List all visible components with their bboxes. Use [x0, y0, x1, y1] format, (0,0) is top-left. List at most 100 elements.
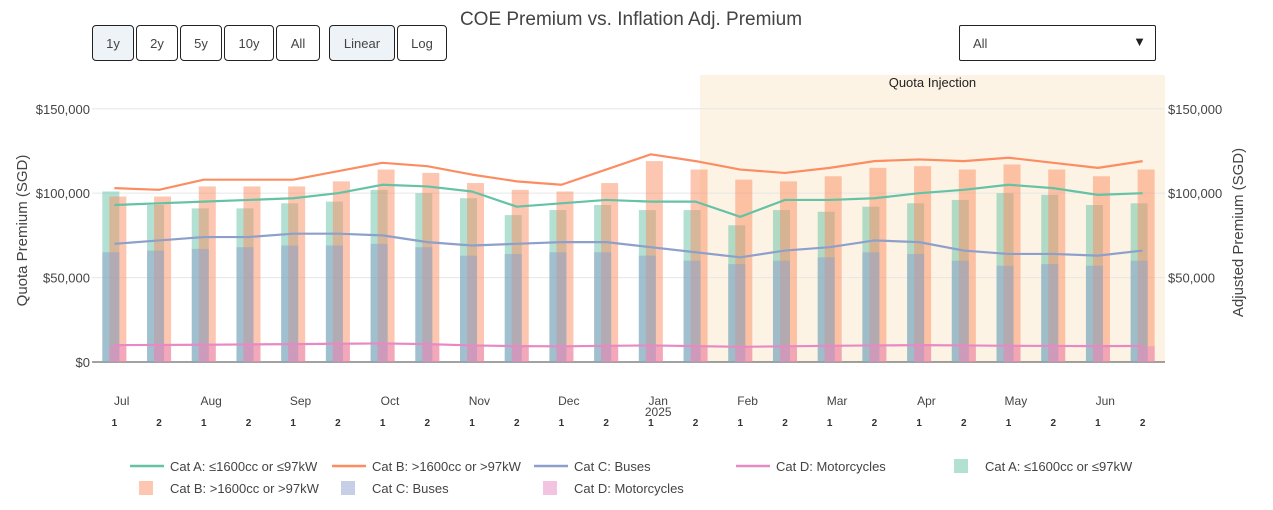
- x-bid-label: 1: [648, 418, 654, 429]
- y2-tick-label: $150,000: [1168, 102, 1222, 117]
- y2-tick-label: $100,000: [1168, 186, 1222, 201]
- bar-2-14: [728, 264, 746, 362]
- bar-3-0: [109, 345, 127, 362]
- bar-3-13: [690, 346, 708, 362]
- bar-3-2: [198, 345, 216, 362]
- bar-3-21: [1048, 346, 1066, 362]
- x-bid-label: 2: [961, 418, 967, 429]
- bar-3-15: [779, 346, 797, 362]
- bar-3-5: [332, 344, 350, 362]
- range-5y-button[interactable]: 5y: [180, 25, 222, 61]
- y-tick-label: $100,000: [36, 186, 90, 201]
- x-bid-label: 1: [112, 418, 118, 429]
- legend-swatch-bar: [954, 459, 968, 473]
- x-bid-label: 2: [425, 418, 431, 429]
- bar-2-12: [638, 255, 656, 362]
- y2-axis-title: Adjusted Premium (SGD): [1230, 148, 1247, 317]
- scale-linear-button[interactable]: Linear: [329, 25, 395, 61]
- bar-3-11: [601, 346, 619, 362]
- bar-3-12: [645, 346, 663, 362]
- category-dropdown[interactable]: All ▼: [959, 25, 1156, 61]
- bar-2-15: [772, 260, 790, 362]
- bar-2-19: [951, 260, 969, 362]
- bar-2-23: [1130, 260, 1148, 362]
- x-month-label: Jun: [1096, 394, 1115, 408]
- bar-2-5: [325, 245, 343, 362]
- legend-label: Cat B: >1600cc or >97kW: [170, 481, 320, 496]
- legend-label: Cat A: ≤1600cc or ≤97kW: [170, 459, 318, 474]
- x-month-label: Oct: [381, 394, 400, 408]
- bar-3-20: [1003, 346, 1021, 362]
- bar-2-3: [236, 247, 254, 362]
- x-month-label: Mar: [827, 394, 848, 408]
- legend-label: Cat A: ≤1600cc or ≤97kW: [985, 459, 1133, 474]
- bar-2-20: [996, 265, 1014, 362]
- range-1y-button[interactable]: 1y: [92, 25, 134, 61]
- bar-3-1: [154, 345, 172, 362]
- legend-label: Cat B: >1600cc or >97kW: [372, 459, 522, 474]
- bar-2-11: [594, 252, 612, 362]
- range-2y-button[interactable]: 2y: [136, 25, 178, 61]
- x-month-label: Feb: [737, 394, 758, 408]
- x-bid-label: 2: [156, 418, 162, 429]
- x-bid-label: 1: [916, 418, 922, 429]
- x-bid-label: 2: [335, 418, 341, 429]
- x-bid-label: 2: [1050, 418, 1056, 429]
- bar-2-0: [102, 252, 120, 362]
- x-month-label: Dec: [558, 394, 579, 408]
- bar-3-10: [556, 346, 574, 362]
- x-month-label: Nov: [469, 394, 490, 408]
- bar-2-4: [281, 245, 299, 362]
- bar-2-1: [147, 250, 165, 362]
- line-series-3: [114, 342, 1143, 348]
- range-all-button[interactable]: All: [276, 25, 320, 61]
- x-month-label: Jan: [649, 394, 668, 408]
- bar-3-7: [422, 344, 440, 362]
- x-month-label: May: [1005, 394, 1028, 408]
- x-bid-label: 2: [872, 418, 878, 429]
- y-tick-label: $50,000: [43, 271, 90, 286]
- bar-3-6: [377, 344, 395, 362]
- x-year-label: 2025: [645, 405, 672, 419]
- x-month-label: Jul: [114, 394, 129, 408]
- legend-swatch-bar: [139, 481, 153, 495]
- x-bid-label: 2: [782, 418, 788, 429]
- bar-3-16: [824, 346, 842, 362]
- bar-2-21: [1041, 264, 1059, 362]
- x-bid-label: 2: [693, 418, 699, 429]
- scale-log-button[interactable]: Log: [397, 25, 447, 61]
- range-10y-button[interactable]: 10y: [224, 25, 274, 61]
- bar-3-4: [288, 345, 306, 362]
- x-bid-label: 1: [1095, 418, 1101, 429]
- bar-2-10: [549, 252, 567, 362]
- bar-3-3: [243, 345, 261, 362]
- bar-2-13: [683, 260, 701, 362]
- bar-3-22: [1092, 346, 1110, 362]
- bar-3-17: [869, 345, 887, 362]
- bar-2-22: [1085, 265, 1103, 362]
- x-bid-label: 1: [827, 418, 833, 429]
- chart-title: COE Premium vs. Inflation Adj. Premium: [459, 9, 803, 30]
- bar-2-6: [370, 243, 388, 362]
- quota-injection-label: Quota Injection: [889, 75, 976, 90]
- bar-2-8: [460, 255, 478, 362]
- legend-label: Cat D: Motorcycles: [574, 481, 684, 496]
- bar-3-23: [1137, 346, 1155, 362]
- line-series-0: [114, 183, 1143, 218]
- x-bid-label: 1: [469, 418, 475, 429]
- x-bid-label: 2: [246, 418, 252, 429]
- bar-3-14: [735, 347, 753, 362]
- y-axis-title: Quota Premium (SGD): [14, 155, 31, 307]
- chevron-down-icon: ▼: [1133, 34, 1146, 49]
- legend-label: Cat C: Buses: [574, 459, 651, 474]
- x-bid-label: 1: [290, 418, 296, 429]
- x-bid-label: 1: [1006, 418, 1012, 429]
- bar-2-17: [862, 252, 880, 362]
- bar-2-7: [415, 247, 433, 362]
- y2-tick-label: $50,000: [1168, 271, 1215, 286]
- x-bid-label: 1: [559, 418, 565, 429]
- bar-2-16: [817, 257, 835, 362]
- bar-3-8: [467, 345, 485, 362]
- bar-2-18: [907, 253, 925, 362]
